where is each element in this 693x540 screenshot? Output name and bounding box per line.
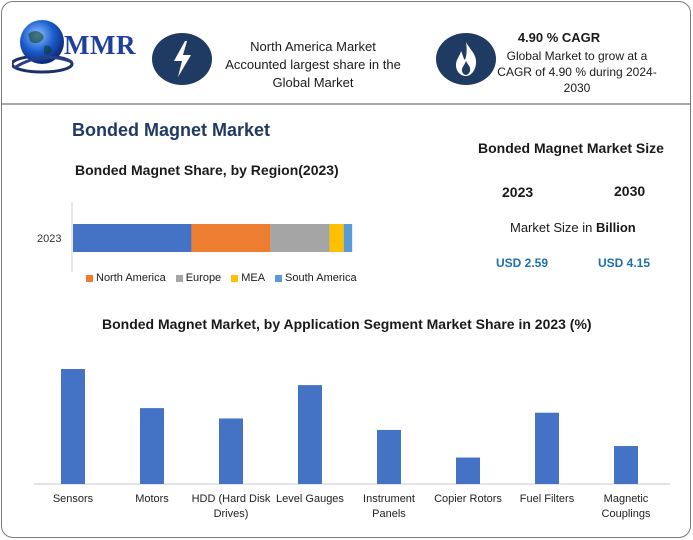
application-category-label: Level Gauges	[276, 493, 344, 505]
market-size-label: Market Size in Billion	[510, 220, 636, 235]
application-category-label: Copier Rotors	[434, 493, 502, 505]
region-segment-mea	[270, 224, 330, 252]
application-bar	[61, 369, 85, 484]
application-category-label: Drives)	[214, 508, 249, 520]
info2-icon-circle	[436, 33, 496, 85]
usd-2023: USD 2.59	[496, 256, 549, 270]
legend-swatch	[231, 274, 239, 282]
application-category-label: Motors	[135, 493, 169, 505]
year-2023: 2023	[502, 184, 534, 200]
market-size-label-prefix: Market Size in	[510, 220, 596, 235]
application-bar	[614, 446, 638, 484]
lightning-bolt-icon	[174, 41, 191, 77]
legend-item: North America	[86, 272, 166, 284]
page-title: Bonded Magnet Market	[72, 120, 271, 140]
legend-label: North America	[96, 272, 166, 284]
region-segment-other	[343, 224, 353, 252]
application-category-label: Couplings	[602, 508, 651, 520]
year-2030: 2030	[614, 183, 646, 199]
application-category-label: Panels	[372, 508, 406, 520]
market-size-title: Bonded Magnet Market Size	[478, 140, 664, 156]
globe-logo-icon	[12, 20, 74, 74]
application-bar	[377, 429, 401, 484]
info1-text: North America Market Accounted largest s…	[225, 39, 401, 90]
cagr-text: Global Market to grow at a CAGR of 4.90 …	[497, 49, 657, 95]
region-chart: 2023	[37, 202, 353, 272]
region-segment-south-america	[329, 224, 344, 252]
region-category-label: 2023	[37, 233, 61, 245]
application-category-label: Sensors	[53, 493, 94, 505]
legend-swatch	[175, 274, 183, 282]
application-bar	[535, 412, 559, 484]
application-bar	[219, 418, 243, 484]
legend-item: MEA	[231, 272, 265, 284]
legend-swatch	[275, 274, 283, 282]
legend-label: Europe	[185, 272, 222, 284]
region-chart-title: Bonded Magnet Share, by Region(2023)	[75, 162, 339, 178]
legend-item: South America	[275, 272, 357, 284]
header-divider	[2, 103, 690, 105]
application-chart-title: Bonded Magnet Market, by Application Seg…	[102, 316, 592, 332]
flame-icon	[456, 42, 477, 76]
region-segment-north-america	[73, 224, 192, 252]
legend-item: Europe	[175, 272, 222, 284]
cagr-title: 4.90 % CAGR	[517, 30, 601, 45]
application-bar	[140, 408, 164, 484]
legend-swatch	[86, 274, 93, 282]
legend-label: MEA	[241, 272, 266, 284]
application-chart: Sensors Motors HDD (Hard Disk Drives) Level …	[34, 369, 670, 520]
application-category-label: HDD (Hard Disk	[192, 493, 271, 505]
info1-icon-circle	[152, 33, 212, 85]
region-segment-europe	[191, 224, 271, 252]
market-size-label-unit: Billion	[595, 220, 636, 235]
application-category-label: Fuel Filters	[520, 493, 575, 505]
region-legend: North America Europe MEA South America	[86, 272, 357, 284]
usd-2030: USD 4.15	[598, 256, 651, 270]
legend-label: South America	[285, 272, 357, 284]
logo-text: MMR	[64, 30, 136, 60]
application-category-label: Instrument	[363, 493, 415, 505]
application-bar	[456, 457, 480, 484]
application-bar	[298, 385, 322, 484]
application-category-label: Magnetic	[604, 493, 649, 505]
